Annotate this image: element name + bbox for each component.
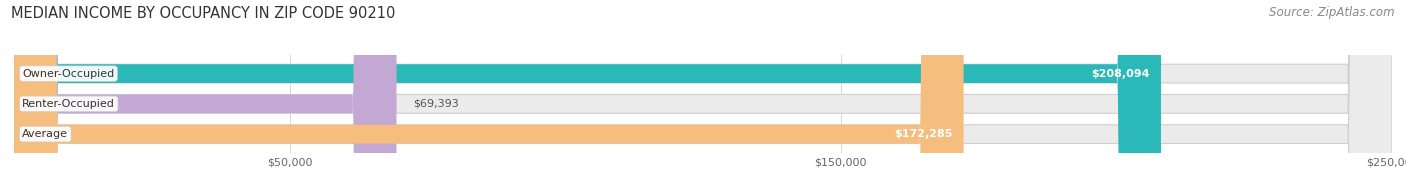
FancyBboxPatch shape: [14, 0, 1392, 196]
FancyBboxPatch shape: [14, 0, 1161, 196]
Text: $69,393: $69,393: [413, 99, 458, 109]
Text: Renter-Occupied: Renter-Occupied: [22, 99, 115, 109]
Text: $208,094: $208,094: [1091, 69, 1150, 79]
Text: Owner-Occupied: Owner-Occupied: [22, 69, 114, 79]
Text: $172,285: $172,285: [894, 129, 953, 139]
FancyBboxPatch shape: [14, 0, 1392, 196]
Text: Source: ZipAtlas.com: Source: ZipAtlas.com: [1270, 6, 1395, 19]
FancyBboxPatch shape: [14, 0, 1392, 196]
Text: Average: Average: [22, 129, 69, 139]
FancyBboxPatch shape: [14, 0, 963, 196]
Text: MEDIAN INCOME BY OCCUPANCY IN ZIP CODE 90210: MEDIAN INCOME BY OCCUPANCY IN ZIP CODE 9…: [11, 6, 395, 21]
FancyBboxPatch shape: [14, 0, 396, 196]
